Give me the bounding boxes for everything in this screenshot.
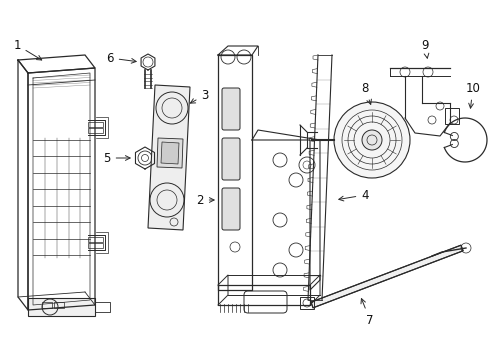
Polygon shape [157,138,183,168]
Bar [42,302,52,308]
Bar [299,297,313,309]
Bar [88,237,103,242]
Polygon shape [310,245,462,308]
FancyBboxPatch shape [222,88,240,130]
Text: 8: 8 [361,81,370,104]
Text: 7: 7 [360,298,373,327]
FancyBboxPatch shape [222,188,240,230]
Polygon shape [148,85,190,230]
Text: 5: 5 [103,152,130,165]
Bar [444,108,458,124]
Text: 1: 1 [13,39,41,60]
Circle shape [361,130,381,150]
Bar [88,122,103,127]
Bar [28,298,95,316]
Bar [88,128,103,133]
Bar [54,302,64,308]
Text: 6: 6 [106,51,136,64]
Circle shape [333,102,409,178]
FancyBboxPatch shape [222,138,240,180]
Bar [88,243,103,248]
Text: 4: 4 [338,189,368,202]
Polygon shape [161,142,179,164]
Text: 3: 3 [190,89,208,103]
Text: 9: 9 [420,39,428,58]
Text: 2: 2 [196,194,214,207]
Text: 10: 10 [465,81,479,108]
